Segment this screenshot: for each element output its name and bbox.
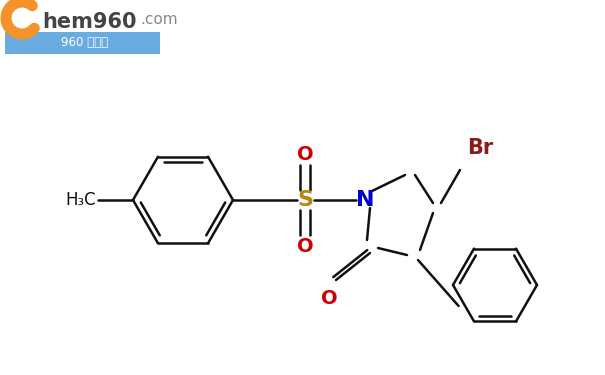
Text: O: O xyxy=(296,144,313,164)
Text: N: N xyxy=(356,190,374,210)
Text: .com: .com xyxy=(140,12,178,27)
Text: Br: Br xyxy=(467,138,493,158)
Text: S: S xyxy=(297,190,313,210)
Text: O: O xyxy=(321,288,338,308)
Text: 960 化工网: 960 化工网 xyxy=(62,36,108,50)
Text: O: O xyxy=(296,237,313,255)
Text: H₃C: H₃C xyxy=(66,191,96,209)
FancyBboxPatch shape xyxy=(5,32,160,54)
Text: hem960: hem960 xyxy=(42,12,137,32)
